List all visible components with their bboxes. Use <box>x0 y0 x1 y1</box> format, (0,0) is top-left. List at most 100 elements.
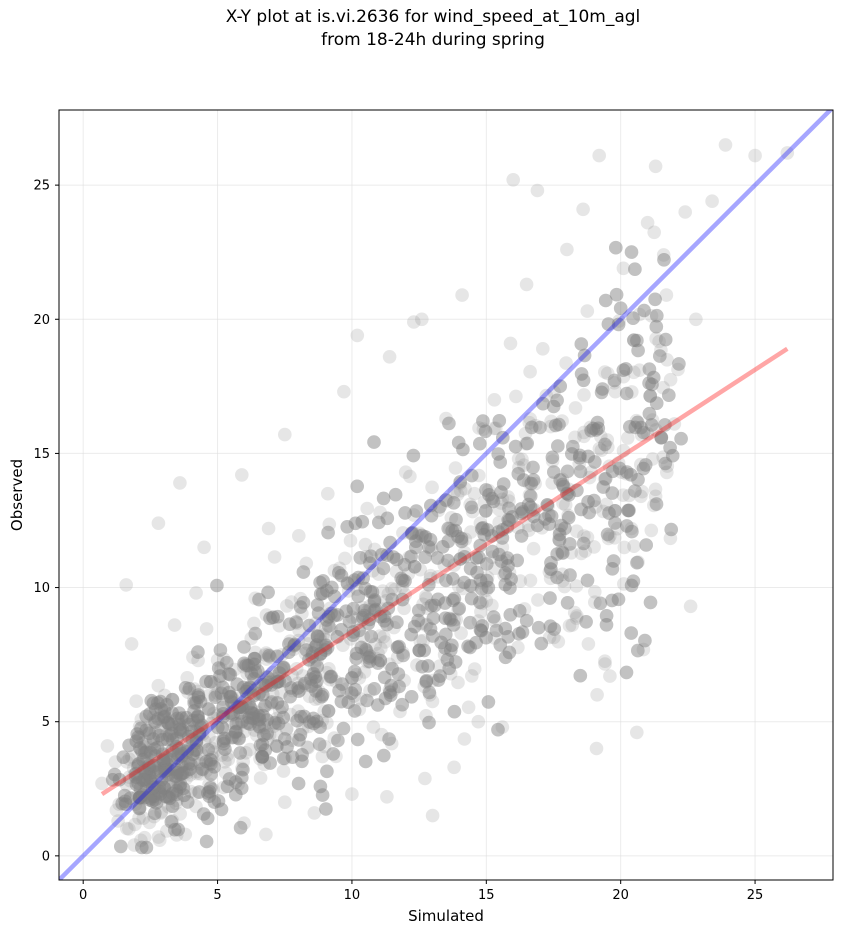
scatter-point <box>330 608 345 622</box>
scatter-point <box>359 642 373 657</box>
scatter-point <box>531 620 546 635</box>
scatter-point <box>589 500 603 514</box>
scatter-point <box>205 741 219 756</box>
scatter-point <box>295 754 309 769</box>
scatter-point <box>147 788 161 802</box>
scatter-point <box>536 396 550 411</box>
scatter-point <box>287 638 301 653</box>
scatter-point <box>242 710 256 725</box>
scatter-point <box>127 838 142 852</box>
scatter-point <box>566 439 580 454</box>
scatter-point <box>216 780 231 795</box>
scatter-point <box>183 757 198 771</box>
scatter-point <box>412 643 427 658</box>
scatter-point <box>308 670 323 684</box>
scatter-point <box>139 774 154 789</box>
scatter-point <box>270 674 285 689</box>
scatter-point <box>662 388 676 403</box>
scatter-point <box>397 673 412 688</box>
scatter-point <box>621 503 635 518</box>
scatter-point <box>130 789 145 803</box>
scatter-point <box>304 672 318 686</box>
scatter-point <box>630 555 644 570</box>
scatter-point <box>367 435 381 449</box>
scatter-point <box>130 770 145 785</box>
scatter-point <box>228 775 243 789</box>
x-axis-ticks: 0 5 10 15 20 25 <box>79 880 763 903</box>
scatter-point <box>383 688 398 702</box>
scatter-point <box>268 716 283 731</box>
scatter-point <box>162 728 177 743</box>
scatter-point <box>248 626 263 641</box>
scatter-point <box>292 733 306 747</box>
scatter-point <box>282 617 297 631</box>
scatter-point <box>398 506 412 520</box>
scatter-point <box>201 786 215 800</box>
scatter-point <box>407 619 422 634</box>
scatter-point <box>315 586 330 601</box>
scatter-point <box>560 596 575 610</box>
scatter-point <box>152 780 167 794</box>
scatter-point <box>419 618 433 633</box>
scatter-point <box>182 681 197 696</box>
scatter-point <box>550 570 564 585</box>
scatter-point <box>501 512 515 527</box>
scatter-point <box>334 694 349 709</box>
scatter-point <box>617 577 631 591</box>
scatter-point <box>640 215 655 230</box>
scatter-point <box>547 622 562 636</box>
scatter-point <box>301 740 315 755</box>
scatter-point <box>486 494 501 509</box>
scatter-point <box>473 573 488 587</box>
scatter-point <box>638 633 652 648</box>
scatter-point <box>485 544 500 559</box>
scatter-point <box>298 676 312 691</box>
scatter-point <box>233 746 247 760</box>
scatter-point <box>310 641 324 655</box>
scatter-point <box>658 456 673 471</box>
scatter-points <box>95 138 795 855</box>
scatter-point <box>144 738 159 753</box>
scatter-point <box>645 452 660 466</box>
scatter-point <box>634 420 648 435</box>
scatter-point <box>496 477 511 491</box>
scatter-point <box>149 785 164 800</box>
scatter-point <box>179 710 194 725</box>
scatter-point <box>582 505 596 520</box>
scatter-point <box>252 709 266 723</box>
scatter-point <box>438 611 453 625</box>
scatter-point <box>554 518 568 533</box>
scatter-point <box>156 753 171 767</box>
scatter-point <box>252 720 267 735</box>
scatter-point <box>204 757 218 771</box>
scatter-point <box>169 787 184 801</box>
scatter-point <box>561 510 576 525</box>
scatter-point <box>619 362 633 376</box>
scatter-point <box>181 685 195 699</box>
scatter-point <box>443 521 457 536</box>
scatter-point <box>365 585 380 599</box>
scatter-point <box>599 609 614 623</box>
scatter-point <box>147 789 161 804</box>
scatter-point <box>301 719 316 734</box>
scatter-point <box>373 505 387 520</box>
scatter-point <box>356 629 371 644</box>
scatter-point <box>396 645 410 660</box>
scatter-point <box>441 521 456 536</box>
scatter-point <box>479 630 493 645</box>
scatter-point <box>514 529 529 543</box>
scatter-point <box>217 731 232 746</box>
scatter-point <box>266 669 281 684</box>
scatter-point <box>247 652 262 666</box>
scatter-point <box>388 582 402 597</box>
scatter-point <box>207 676 222 691</box>
scatter-point <box>592 441 607 456</box>
scatter-point <box>112 797 126 811</box>
scatter-point <box>606 554 621 568</box>
scatter-point <box>626 574 641 588</box>
scatter-point <box>173 767 188 782</box>
scatter-point <box>362 612 377 627</box>
scatter-point <box>148 749 163 763</box>
scatter-point <box>194 747 209 761</box>
scatter-point <box>276 751 291 766</box>
